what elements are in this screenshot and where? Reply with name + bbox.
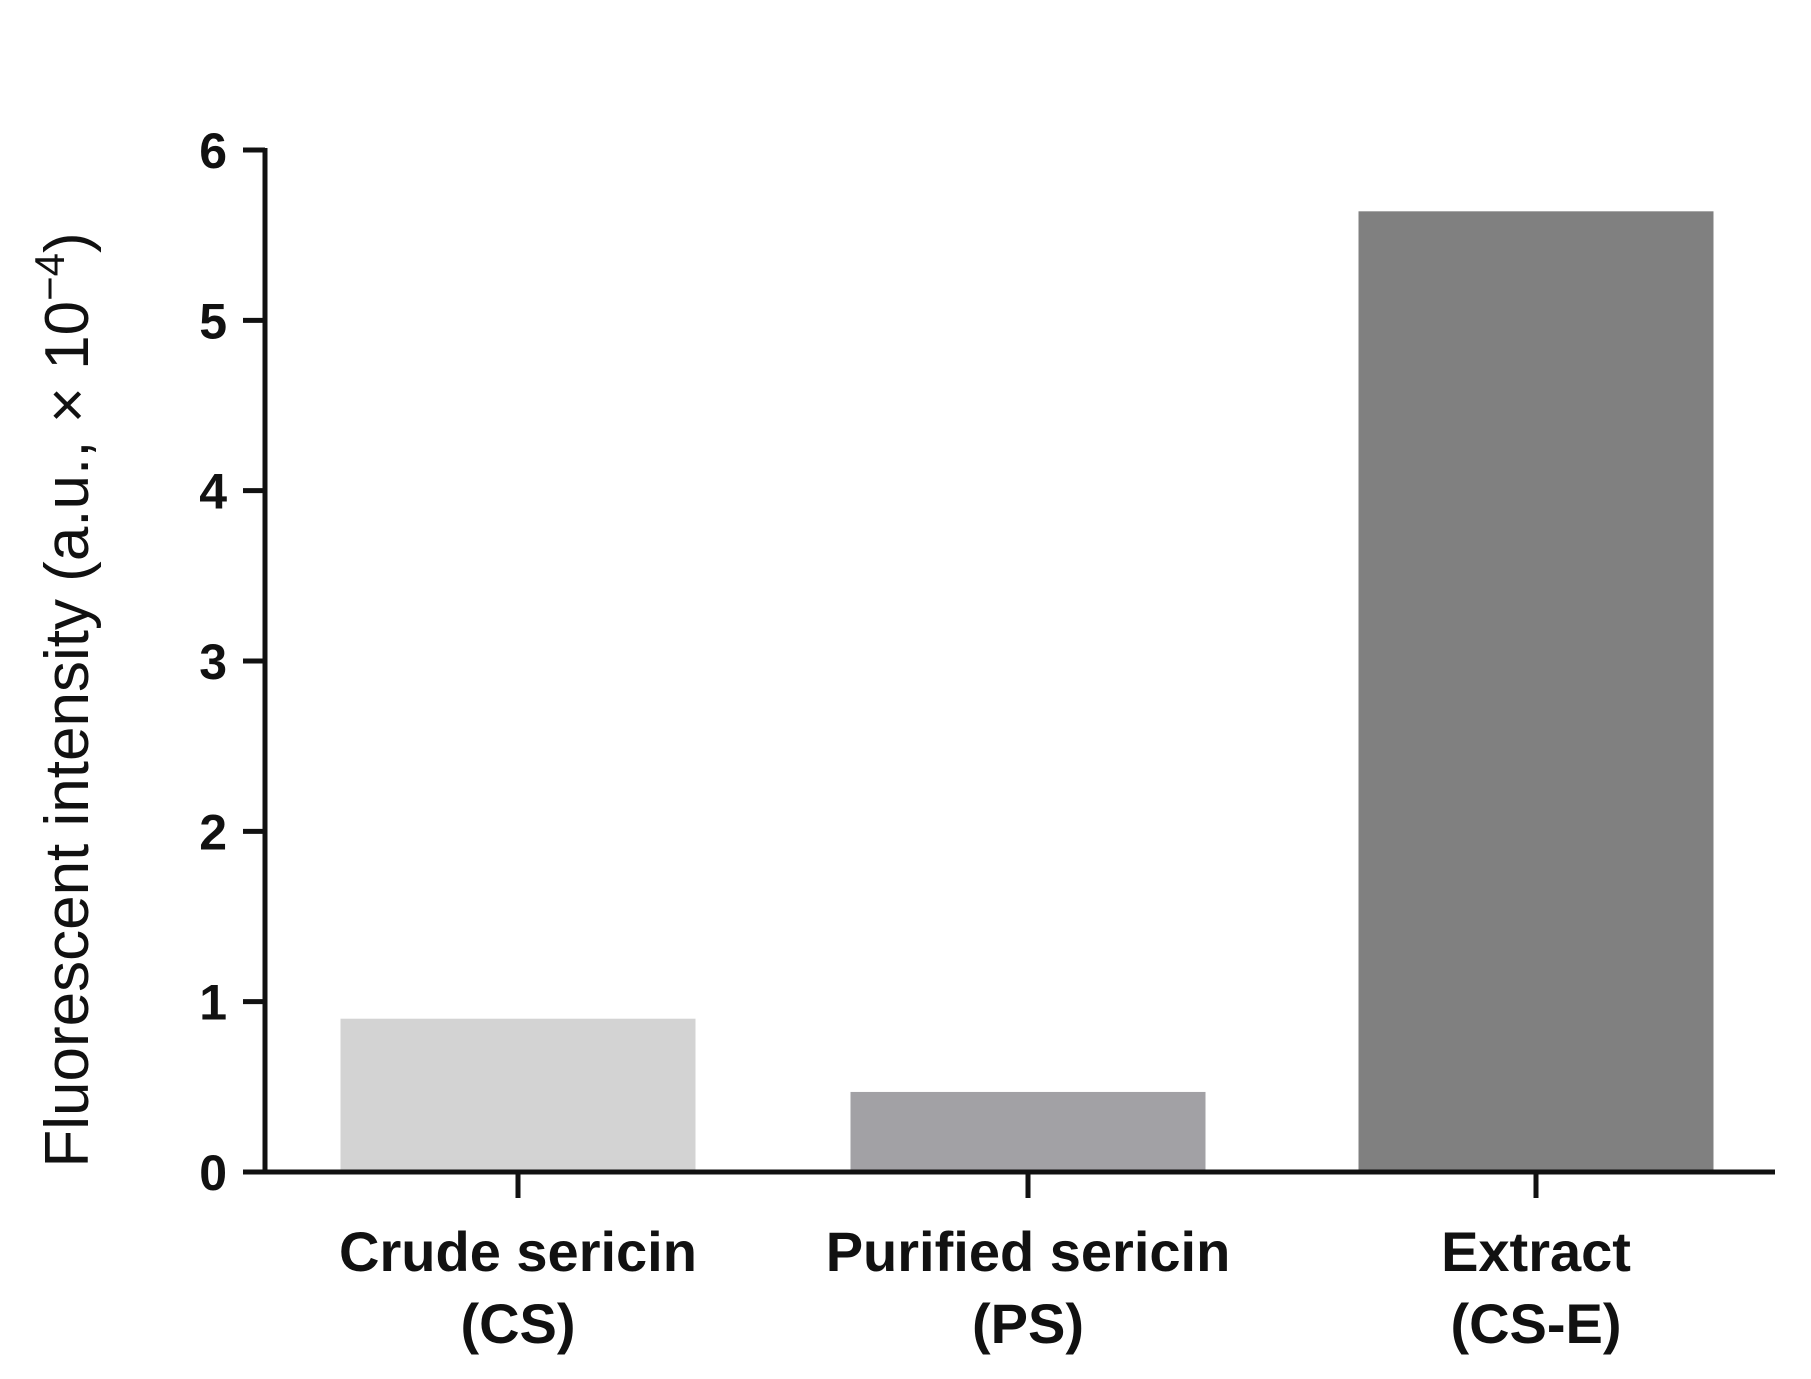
- y-axis-label-exponent: −4: [26, 253, 73, 301]
- x-tick-label-line2: (PS): [972, 1292, 1084, 1355]
- y-tick-label: 3: [199, 634, 227, 690]
- bars-group: [340, 211, 1714, 1172]
- x-tick-label-line1: Purified sericin: [826, 1220, 1231, 1283]
- y-tick-label: 1: [199, 975, 227, 1031]
- y-tick-label: 5: [199, 293, 227, 349]
- x-tick-label-line1: Extract: [1441, 1220, 1631, 1283]
- y-axis-label: Fluorescent intensity (a.u., × 10−4): [26, 232, 102, 1167]
- x-axis-ticks: Crude sericin (CS) Purified sericin (PS) Ext…: [339, 1172, 1631, 1355]
- y-tick-label: 0: [199, 1145, 227, 1201]
- x-tick-label-line2: (CS-E): [1450, 1292, 1621, 1355]
- x-tick-label-line1: Crude sericin: [339, 1220, 697, 1283]
- y-tick-label: 2: [199, 804, 227, 860]
- y-axis-label-main: Fluorescent intensity (a.u., × 10: [33, 301, 102, 1168]
- x-tick-label-line2: (CS): [460, 1292, 575, 1355]
- bar: [850, 1091, 1206, 1172]
- bar: [340, 1018, 696, 1172]
- y-axis-ticks: 0 1 2 3 4 5 6: [199, 123, 265, 1201]
- y-axis-label-close: ): [33, 232, 102, 253]
- y-tick-label: 4: [199, 464, 227, 520]
- bar: [1358, 211, 1714, 1172]
- y-tick-label: 6: [199, 123, 227, 179]
